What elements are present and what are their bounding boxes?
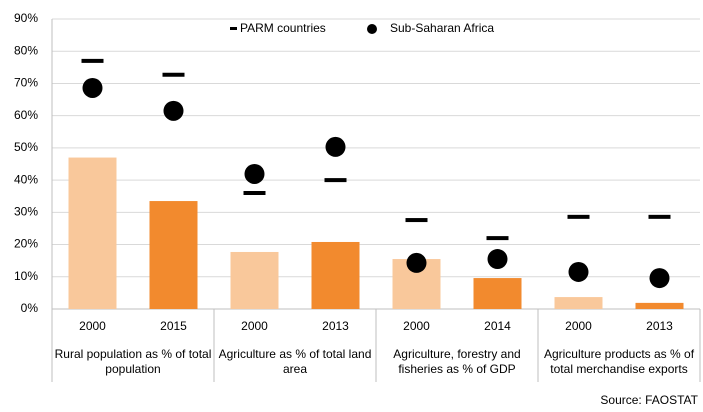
x-tick-label: 2000 [241,319,268,333]
y-tick-label: 70% [14,76,38,90]
x-tick-label: 2000 [403,319,430,333]
y-tick-label: 40% [14,172,38,186]
dot-marker [163,100,184,121]
group-label-box: Agriculture, forestry and fisheries as %… [393,347,521,376]
group-label: Rural population as % of total populatio… [54,347,212,376]
y-tick-label: 10% [14,269,38,283]
dot-marker [649,268,670,289]
dash-marker [243,191,266,195]
dash-marker [162,72,185,77]
dash-marker [81,58,104,63]
legend-swatch [367,24,377,34]
dot-marker [568,261,589,282]
bar [149,201,198,309]
x-tick-label: 2000 [565,319,592,333]
y-tick-label: 20% [14,237,38,251]
bar [68,157,117,309]
group-label-box: Agriculture products as % of total merch… [543,347,695,376]
legend-label: PARM countries [240,21,326,35]
legend-swatch [230,27,237,30]
x-tick-label: 2014 [484,319,511,333]
y-tick-label: 80% [14,43,38,57]
bar [230,251,279,309]
legend-label: Sub-Saharan Africa [390,21,494,35]
y-tick-label: 90% [14,11,38,25]
dash-marker [567,214,590,219]
bar [554,297,603,309]
group-label: Agriculture as % of total land area [218,347,372,376]
y-tick-label: 60% [14,108,38,122]
y-tick-label: 30% [14,205,38,219]
group-label: Agriculture, forestry and fisheries as %… [393,347,521,376]
bar [311,241,360,309]
dot-marker [244,163,265,184]
bar [473,278,522,309]
dash-marker [486,236,509,241]
dot-marker [487,249,508,270]
group-label-box: Agriculture as % of total land area [218,347,372,376]
dash-marker [324,178,347,183]
dot-marker [325,136,346,157]
y-tick-label: 50% [14,140,38,154]
source-note: Source: FAOSTAT [600,393,698,407]
bar [635,302,684,309]
dash-marker [405,218,428,223]
x-tick-label: 2013 [646,319,673,333]
x-tick-label: 2013 [322,319,349,333]
x-tick-label: 2000 [79,319,106,333]
dot-marker [82,77,103,98]
y-tick-label: 0% [21,301,39,315]
x-tick-label: 2015 [160,319,187,333]
group-label: Agriculture products as % of total merch… [543,347,695,376]
dash-marker [648,214,671,219]
dot-marker [406,252,427,273]
group-label-box: Rural population as % of total populatio… [54,347,212,376]
